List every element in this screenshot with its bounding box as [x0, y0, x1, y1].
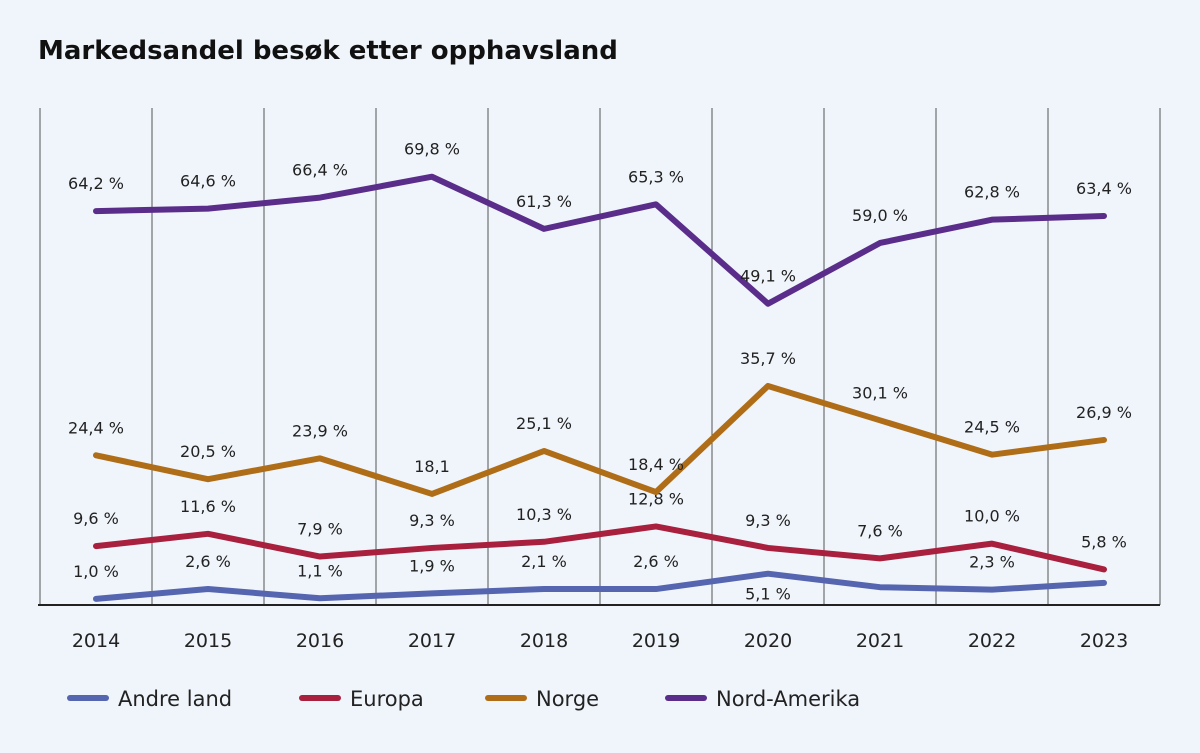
- data-label: 2,6 %: [633, 552, 679, 571]
- data-label: 24,4 %: [68, 418, 124, 437]
- data-label: 66,4 %: [292, 161, 348, 180]
- data-label: 1,0 %: [73, 562, 119, 581]
- x-tick-label: 2019: [632, 630, 680, 652]
- data-label: 7,9 %: [297, 520, 343, 539]
- data-label: 9,3 %: [409, 511, 455, 530]
- data-label: 62,8 %: [964, 183, 1020, 202]
- x-tick-label: 2018: [520, 630, 568, 652]
- data-label: 5,1 %: [745, 585, 791, 604]
- x-tick-label: 2014: [72, 630, 120, 652]
- data-label: 2,1 %: [521, 552, 567, 571]
- data-label: 64,6 %: [180, 172, 236, 191]
- series-line-nord-amerika: [93, 173, 1107, 307]
- data-label: 65,3 %: [628, 167, 684, 186]
- data-label: 20,5 %: [180, 442, 236, 461]
- data-label: 2,3 %: [969, 553, 1015, 572]
- data-label: 10,0 %: [964, 507, 1020, 526]
- series-line-andre-land: [93, 570, 1107, 602]
- data-label: 7,6 %: [857, 521, 903, 540]
- data-label: 5,8 %: [1081, 532, 1127, 551]
- data-label: 2,6 %: [185, 552, 231, 571]
- data-label: 9,3 %: [745, 511, 791, 530]
- data-label: 1,1 %: [297, 561, 343, 580]
- data-label: 9,6 %: [73, 509, 119, 528]
- data-label: 11,6 %: [180, 497, 236, 516]
- data-label: 10,3 %: [516, 505, 572, 524]
- x-tick-label: 2022: [968, 630, 1016, 652]
- x-tick-label: 2015: [184, 630, 232, 652]
- data-label: 1,9 %: [409, 556, 455, 575]
- data-label: 26,9 %: [1076, 403, 1132, 422]
- x-tick-label: 2017: [408, 630, 456, 652]
- data-label: 25,1 %: [516, 414, 572, 433]
- chart-title: Markedsandel besøk etter opphavsland: [38, 36, 618, 66]
- x-tick-label: 2021: [856, 630, 904, 652]
- data-label: 49,1 %: [740, 267, 796, 286]
- legend-label: Norge: [536, 687, 599, 711]
- data-label: 18,1: [414, 457, 450, 476]
- data-label: 18,4 %: [628, 455, 684, 474]
- series-line-norge: [93, 382, 1107, 497]
- series-line-europa: [93, 523, 1107, 573]
- legend-label: Nord-Amerika: [716, 687, 860, 711]
- data-label: 64,2 %: [68, 174, 124, 193]
- data-label: 35,7 %: [740, 349, 796, 368]
- x-tick-label: 2023: [1080, 630, 1128, 652]
- data-label: 23,9 %: [292, 421, 348, 440]
- data-label: 59,0 %: [852, 206, 908, 225]
- data-label: 24,5 %: [964, 418, 1020, 437]
- data-label: 69,8 %: [404, 140, 460, 159]
- legend-label: Europa: [350, 687, 424, 711]
- data-label: 63,4 %: [1076, 179, 1132, 198]
- x-tick-label: 2016: [296, 630, 344, 652]
- legend-label: Andre land: [118, 687, 232, 711]
- data-label: 30,1 %: [852, 383, 908, 402]
- x-tick-label: 2020: [744, 630, 792, 652]
- data-label: 61,3 %: [516, 192, 572, 211]
- data-label: 12,8 %: [628, 489, 684, 508]
